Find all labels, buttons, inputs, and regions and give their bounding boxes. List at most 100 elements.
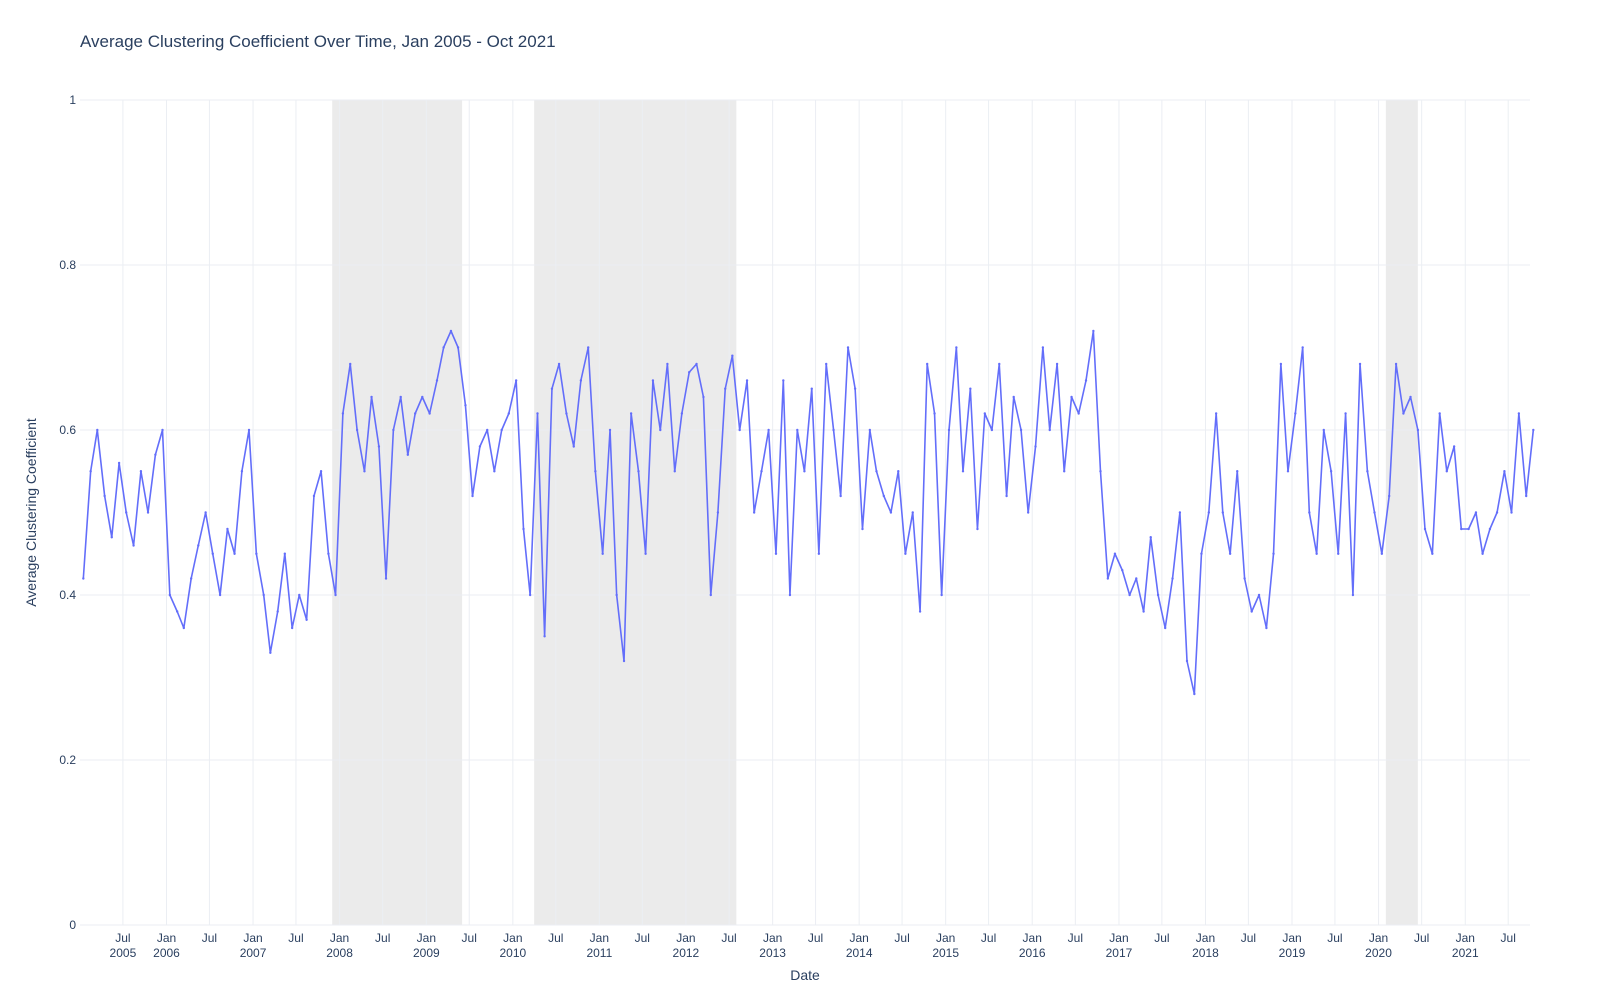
data-point bbox=[1099, 470, 1102, 473]
data-point bbox=[1026, 511, 1030, 514]
x-tick-label: Jul bbox=[375, 931, 390, 945]
data-point bbox=[1070, 395, 1073, 399]
data-point bbox=[788, 593, 792, 597]
data-point bbox=[1423, 527, 1427, 531]
x-tick-year-label: 2012 bbox=[673, 946, 700, 960]
data-point bbox=[1445, 470, 1448, 473]
x-tick-year-label: 2009 bbox=[413, 946, 440, 960]
data-point bbox=[1019, 428, 1023, 432]
data-point bbox=[1308, 511, 1311, 514]
data-point bbox=[349, 362, 352, 366]
data-point bbox=[911, 511, 914, 514]
data-point bbox=[659, 428, 662, 432]
shaded-period bbox=[1385, 100, 1418, 925]
data-point bbox=[1055, 362, 1059, 366]
data-point bbox=[1344, 412, 1347, 415]
data-point bbox=[1236, 470, 1239, 473]
data-point bbox=[1460, 527, 1463, 531]
y-tick-labels: 0 0.2 0.4 0.6 0.8 1 bbox=[59, 93, 76, 932]
data-point bbox=[1178, 511, 1182, 514]
data-point bbox=[305, 618, 308, 621]
data-point bbox=[1373, 511, 1376, 514]
data-point bbox=[1394, 362, 1398, 366]
data-point bbox=[276, 610, 279, 613]
data-point bbox=[341, 412, 345, 415]
data-point bbox=[1329, 470, 1333, 473]
x-tick-label: Jul bbox=[288, 931, 303, 945]
data-point bbox=[262, 593, 265, 597]
data-point bbox=[897, 470, 900, 473]
data-point bbox=[1128, 593, 1131, 597]
data-point bbox=[1351, 593, 1355, 597]
data-point bbox=[731, 354, 734, 357]
shaded-periods bbox=[332, 100, 1418, 925]
x-tick-label: Jul bbox=[1414, 931, 1429, 945]
data-point bbox=[716, 511, 720, 514]
data-point bbox=[1149, 536, 1152, 539]
data-point bbox=[774, 552, 778, 555]
data-point bbox=[1495, 511, 1499, 514]
data-point bbox=[1431, 552, 1434, 555]
data-point bbox=[1416, 428, 1420, 432]
data-point bbox=[955, 346, 958, 349]
data-point bbox=[839, 494, 842, 498]
x-tick-label: Jul bbox=[721, 931, 736, 945]
x-tick-year-label: 2005 bbox=[110, 946, 137, 960]
data-point bbox=[421, 395, 424, 399]
data-point bbox=[1380, 552, 1384, 555]
data-point bbox=[961, 470, 965, 473]
x-tick-label: Jul bbox=[1154, 931, 1169, 945]
data-point bbox=[1200, 552, 1203, 555]
data-point bbox=[1257, 593, 1261, 597]
data-point bbox=[904, 552, 907, 555]
data-point bbox=[247, 428, 251, 432]
x-tick-label: Jul bbox=[894, 931, 909, 945]
x-tick-label: Jan bbox=[849, 931, 868, 945]
data-point bbox=[96, 428, 99, 432]
data-point bbox=[1113, 552, 1117, 555]
data-point bbox=[1243, 577, 1246, 580]
y-tick-label: 0 bbox=[69, 918, 76, 932]
x-tick-label: Jan bbox=[590, 931, 609, 945]
data-point bbox=[666, 362, 669, 366]
data-point bbox=[1228, 552, 1232, 555]
y-tick-label: 1 bbox=[69, 93, 76, 107]
data-point bbox=[1063, 470, 1066, 473]
x-tick-year-label: 2010 bbox=[499, 946, 526, 960]
data-point bbox=[464, 404, 467, 407]
data-point bbox=[312, 494, 316, 498]
data-point bbox=[868, 428, 872, 432]
x-tick-label: Jul bbox=[202, 931, 217, 945]
data-point bbox=[1250, 610, 1253, 613]
x-tick-label: Jan bbox=[1456, 931, 1475, 945]
data-point bbox=[290, 626, 294, 630]
data-point bbox=[226, 527, 229, 531]
y-tick-label: 0.8 bbox=[59, 258, 76, 272]
x-tick-year-label: 2021 bbox=[1452, 946, 1479, 960]
data-point bbox=[796, 428, 799, 432]
data-point bbox=[1106, 577, 1110, 580]
data-point bbox=[182, 626, 186, 630]
data-point bbox=[1092, 329, 1095, 333]
data-point bbox=[486, 428, 489, 432]
data-point bbox=[1005, 494, 1008, 498]
data-point bbox=[1163, 626, 1167, 630]
data-point bbox=[1517, 412, 1521, 415]
gridlines bbox=[80, 99, 1530, 926]
data-point bbox=[1221, 511, 1224, 514]
data-point bbox=[990, 428, 994, 432]
data-point bbox=[471, 494, 474, 498]
data-point bbox=[572, 445, 575, 448]
data-point bbox=[695, 362, 698, 366]
x-tick-label: Jan bbox=[1369, 931, 1388, 945]
data-point bbox=[377, 445, 381, 448]
data-point bbox=[327, 552, 330, 555]
data-point bbox=[875, 470, 878, 473]
data-point bbox=[940, 593, 943, 597]
data-point bbox=[255, 552, 258, 555]
data-point bbox=[745, 379, 749, 382]
data-point bbox=[1301, 346, 1304, 349]
data-point bbox=[853, 387, 857, 390]
data-point bbox=[82, 577, 85, 580]
x-tick-label: Jul bbox=[1068, 931, 1083, 945]
